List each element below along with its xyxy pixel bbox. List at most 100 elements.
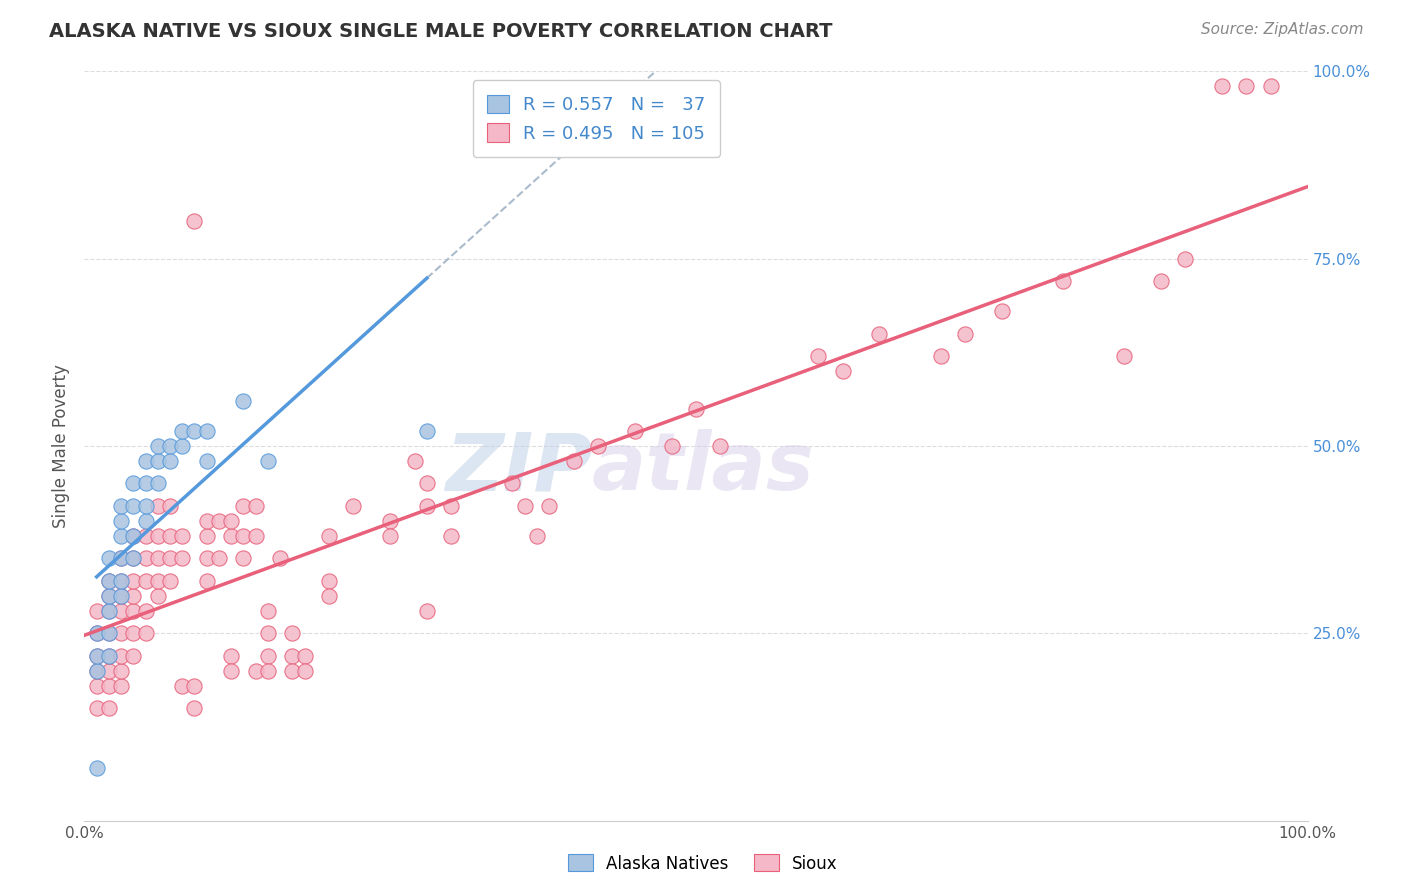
Point [172,529,194,543]
Point [159,574,181,588]
Point [110,551,132,566]
Point [380,514,402,528]
Point [172,439,194,453]
Text: ZIP: ZIP [444,429,592,508]
Point [195,514,218,528]
Point [97,589,120,603]
Point [245,499,267,513]
Point [146,574,169,588]
Point [86,664,108,678]
Point [122,551,145,566]
Point [97,648,120,663]
Point [208,551,231,566]
Point [97,648,120,663]
Point [195,529,218,543]
Point [1260,79,1282,94]
Point [86,679,108,693]
Point [929,349,952,363]
Point [831,364,853,378]
Point [1114,349,1136,363]
Point [135,574,157,588]
Point [232,529,254,543]
Point [97,604,120,618]
Point [97,701,120,715]
Point [110,589,132,603]
Point [110,626,132,640]
Point [294,648,316,663]
Point [135,551,157,566]
Point [183,701,205,715]
Point [257,604,280,618]
Point [135,499,157,513]
Point [1211,79,1233,94]
Point [86,648,108,663]
Point [110,574,132,588]
Point [97,551,120,566]
Text: atlas: atlas [592,429,814,508]
Point [122,648,145,663]
Point [110,679,132,693]
Point [86,648,108,663]
Point [86,701,108,715]
Point [342,499,364,513]
Point [172,551,194,566]
Point [281,626,304,640]
Point [146,476,169,491]
Point [122,529,145,543]
Point [159,439,181,453]
Point [257,648,280,663]
Point [97,626,120,640]
Point [97,574,120,588]
Point [281,664,304,678]
Point [586,439,609,453]
Point [172,679,194,693]
Point [86,761,108,775]
Point [97,664,120,678]
Point [110,551,132,566]
Point [245,664,267,678]
Point [318,574,340,588]
Point [195,551,218,566]
Point [110,604,132,618]
Point [269,551,291,566]
Point [257,664,280,678]
Point [538,499,561,513]
Point [502,476,524,491]
Point [159,529,181,543]
Text: ALASKA NATIVE VS SIOUX SINGLE MALE POVERTY CORRELATION CHART: ALASKA NATIVE VS SIOUX SINGLE MALE POVER… [49,22,832,41]
Point [526,529,548,543]
Point [195,454,218,468]
Point [219,529,242,543]
Point [219,648,242,663]
Point [318,529,340,543]
Point [232,551,254,566]
Point [135,626,157,640]
Point [183,679,205,693]
Legend: Alaska Natives, Sioux: Alaska Natives, Sioux [561,847,845,880]
Point [661,439,683,453]
Point [110,664,132,678]
Point [97,604,120,618]
Point [1150,274,1173,288]
Point [245,529,267,543]
Point [97,574,120,588]
Point [219,514,242,528]
Point [97,589,120,603]
Point [122,574,145,588]
Point [110,529,132,543]
Point [195,424,218,438]
Point [991,304,1014,318]
Point [416,604,439,618]
Point [416,476,439,491]
Point [110,499,132,513]
Point [86,604,108,618]
Point [257,454,280,468]
Point [294,664,316,678]
Point [86,626,108,640]
Point [135,476,157,491]
Point [122,626,145,640]
Point [380,529,402,543]
Point [110,589,132,603]
Point [122,589,145,603]
Point [1236,79,1258,94]
